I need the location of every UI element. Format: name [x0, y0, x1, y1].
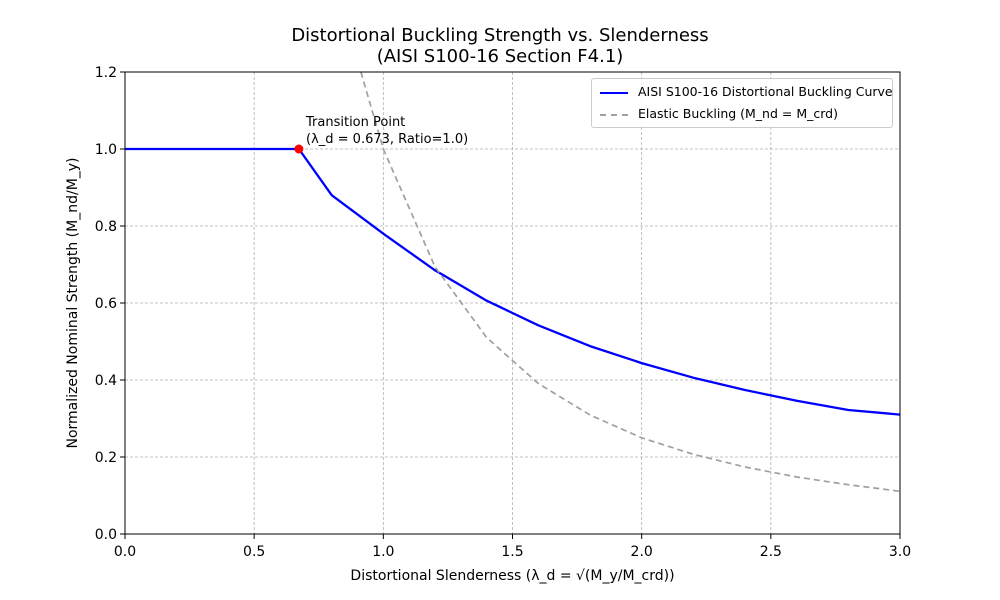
x-tick-label: 1.5: [501, 544, 523, 560]
legend-label-elastic: Elastic Buckling (M_nd = M_crd): [638, 106, 838, 121]
series-layer: [125, 71, 901, 493]
aisi-distortional-curve: [125, 147, 901, 416]
transition-point-annotation: Transition Point (λ_d = 0.673, Ratio=1.0…: [306, 114, 468, 148]
legend-entry-aisi: AISI S100-16 Distortional Buckling Curve: [600, 84, 893, 99]
x-tick-label: 3.0: [889, 544, 911, 560]
legend-swatch-dashed: [600, 113, 628, 116]
elastic-buckling-curve: [360, 71, 901, 493]
x-tick-label: 2.0: [631, 544, 653, 560]
annotation-line-2: (λ_d = 0.673, Ratio=1.0): [306, 132, 469, 147]
x-tick-label: 0.5: [243, 544, 265, 560]
y-axis-label: Normalized Nominal Strength (M_nd/M_y): [65, 157, 81, 449]
grid-lines: [124, 71, 901, 535]
y-tick-label: 0.0: [95, 527, 117, 543]
legend-label-aisi: AISI S100-16 Distortional Buckling Curve: [638, 84, 893, 99]
y-tick-label: 0.6: [95, 296, 117, 312]
y-tick-label: 0.8: [95, 219, 117, 235]
chart-subtitle: (AISI S100-16 Section F4.1): [376, 46, 624, 67]
legend: AISI S100-16 Distortional Buckling Curve…: [591, 78, 893, 128]
y-tick-label: 1.2: [95, 65, 117, 81]
annotation-line-1: Transition Point: [306, 115, 406, 130]
x-axis-label: Distortional Slenderness (λ_d = √(M_y/M_…: [350, 568, 675, 584]
x-tick-label: 0.0: [114, 544, 136, 560]
legend-entry-elastic: Elastic Buckling (M_nd = M_crd): [600, 106, 838, 121]
axis-ticks: 0.0 0.5 1.0 1.5 2.0 2.5 3.0 0.0 0.2 0.4 0.6 0.8 1.0 1…: [95, 65, 911, 560]
x-tick-label: 1.0: [372, 544, 394, 560]
transition-point-marker: [294, 144, 304, 154]
chart-title: Distortional Buckling Strength vs. Slend…: [291, 25, 709, 46]
y-tick-label: 0.4: [95, 373, 117, 389]
legend-swatch-solid: [600, 91, 628, 94]
x-tick-label: 2.5: [760, 544, 782, 560]
y-tick-label: 1.0: [95, 142, 117, 158]
y-tick-label: 0.2: [95, 450, 117, 466]
